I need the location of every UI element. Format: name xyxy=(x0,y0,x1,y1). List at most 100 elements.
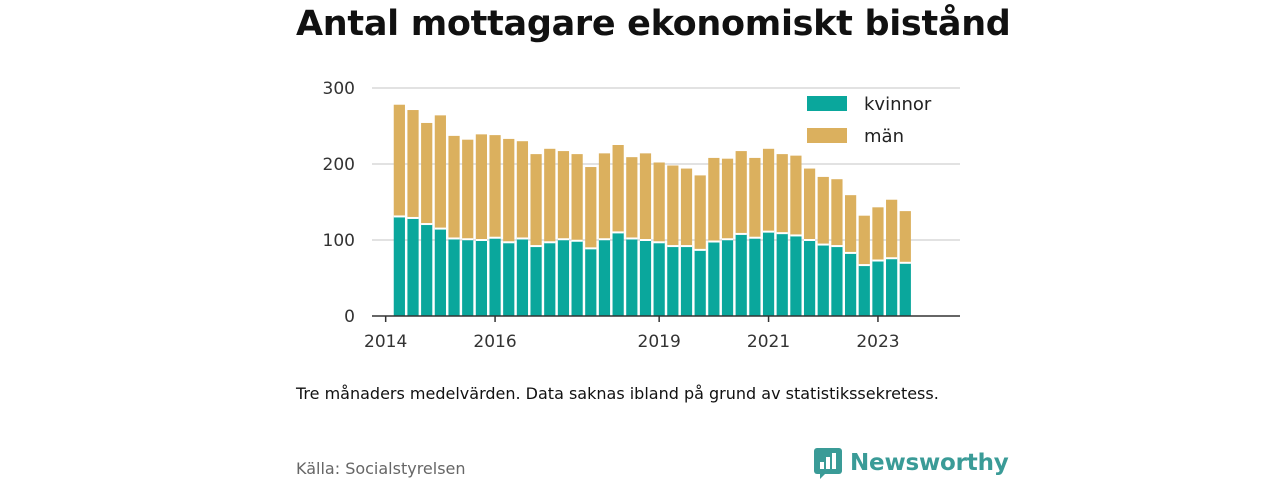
bar-kvinnor xyxy=(872,260,884,316)
bar-man xyxy=(503,138,515,243)
x-tick-label: 2014 xyxy=(364,332,407,352)
bar-kvinnor xyxy=(462,239,474,316)
bar-kvinnor xyxy=(653,242,665,316)
bar-kvinnor xyxy=(598,239,611,316)
bar-man xyxy=(790,155,802,236)
bar-kvinnor xyxy=(831,246,843,316)
bar-man xyxy=(557,151,570,240)
bar-kvinnor xyxy=(489,237,501,316)
bar-man xyxy=(817,176,829,245)
bar-man xyxy=(393,104,405,217)
bar-kvinnor xyxy=(626,238,638,316)
x-tick-label: 2019 xyxy=(638,332,681,352)
y-tick-label: 100 xyxy=(323,231,355,251)
bar-kvinnor xyxy=(762,231,775,316)
bar-man xyxy=(858,215,870,266)
y-tick-label: 300 xyxy=(323,79,355,99)
bar-man xyxy=(899,211,911,263)
bar-kvinnor xyxy=(803,240,816,316)
bar-man xyxy=(886,199,898,259)
bar-man xyxy=(708,157,720,242)
x-tick-label: 2023 xyxy=(856,332,899,352)
bar-man xyxy=(762,148,775,232)
bar-man xyxy=(844,195,857,253)
bar-man xyxy=(653,162,665,243)
bar-man xyxy=(544,148,556,243)
bar-kvinnor xyxy=(516,238,529,316)
bar-man xyxy=(680,168,693,247)
brand-logo: Newsworthy xyxy=(814,446,1009,480)
bar-man xyxy=(598,153,611,240)
bar-man xyxy=(585,167,597,249)
bar-kvinnor xyxy=(735,233,747,316)
bar-man xyxy=(803,168,816,240)
x-axis: 2014 2016 2019 2021 2023 xyxy=(364,315,960,352)
legend: kvinnor män xyxy=(807,94,932,147)
bar-man xyxy=(639,153,652,240)
bar-kvinnor xyxy=(667,246,679,316)
bar-man xyxy=(776,154,788,234)
bar-man xyxy=(612,145,624,233)
legend-label: män xyxy=(864,126,904,147)
x-tick-label: 2016 xyxy=(473,332,516,352)
bar-kvinnor xyxy=(817,244,829,316)
legend-swatch xyxy=(807,96,847,111)
bar-kvinnor xyxy=(503,242,515,316)
bar-man xyxy=(516,141,529,239)
bar-man xyxy=(421,122,433,225)
bar-man xyxy=(667,165,679,247)
bar-kvinnor xyxy=(448,238,460,316)
bar-man xyxy=(571,154,583,241)
bar-man xyxy=(462,139,474,240)
bar-man xyxy=(434,115,446,229)
stacked-bar-chart: 2014 2016 2019 2021 2023 0 100 200 300 kvinnor m… xyxy=(323,79,960,352)
legend-label: kvinnor xyxy=(864,94,932,115)
bar-kvinnor xyxy=(571,240,583,316)
bar-man xyxy=(872,207,884,261)
bar-kvinnor xyxy=(421,224,433,316)
bar-kvinnor xyxy=(544,242,556,316)
bar-kvinnor xyxy=(886,258,898,316)
bar-man xyxy=(475,134,488,240)
bar-man xyxy=(735,151,747,234)
bar-man xyxy=(626,157,638,239)
brand-name: Newsworthy xyxy=(850,450,1009,476)
bars xyxy=(393,104,911,316)
bar-kvinnor xyxy=(639,240,652,316)
y-axis: 0 100 200 300 xyxy=(323,79,355,327)
bar-kvinnor xyxy=(790,235,802,316)
bar-kvinnor xyxy=(776,233,788,316)
bar-kvinnor xyxy=(557,239,570,316)
bar-man xyxy=(831,179,843,247)
bar-kvinnor xyxy=(393,216,405,316)
legend-swatch xyxy=(807,128,847,143)
bar-kvinnor xyxy=(407,217,419,316)
y-tick-label: 0 xyxy=(344,307,355,327)
bar-man xyxy=(489,135,501,238)
chart-title: Antal mottagare ekonomiskt bistånd xyxy=(296,4,1011,44)
bar-kvinnor xyxy=(680,246,693,316)
bar-kvinnor xyxy=(844,252,857,316)
x-tick-label: 2021 xyxy=(747,332,790,352)
source-label: Källa: Socialstyrelsen xyxy=(296,459,466,478)
bar-man xyxy=(749,157,761,238)
newsworthy-logo-icon xyxy=(814,448,842,479)
bar-kvinnor xyxy=(858,265,870,316)
bar-man xyxy=(407,110,419,218)
bar-kvinnor xyxy=(612,232,624,316)
bar-man xyxy=(530,154,542,247)
bar-man xyxy=(694,175,706,250)
bar-man xyxy=(448,135,460,239)
y-tick-label: 200 xyxy=(323,155,355,175)
bar-kvinnor xyxy=(530,246,542,316)
bar-kvinnor xyxy=(694,249,706,316)
bar-kvinnor xyxy=(585,248,597,316)
bar-man xyxy=(721,158,734,240)
bar-kvinnor xyxy=(475,240,488,316)
bar-kvinnor xyxy=(899,262,911,316)
bar-kvinnor xyxy=(749,237,761,316)
bar-kvinnor xyxy=(434,228,446,316)
bar-kvinnor xyxy=(721,239,734,316)
bar-kvinnor xyxy=(708,241,720,316)
chart-note: Tre månaders medelvärden. Data saknas ib… xyxy=(296,384,939,403)
